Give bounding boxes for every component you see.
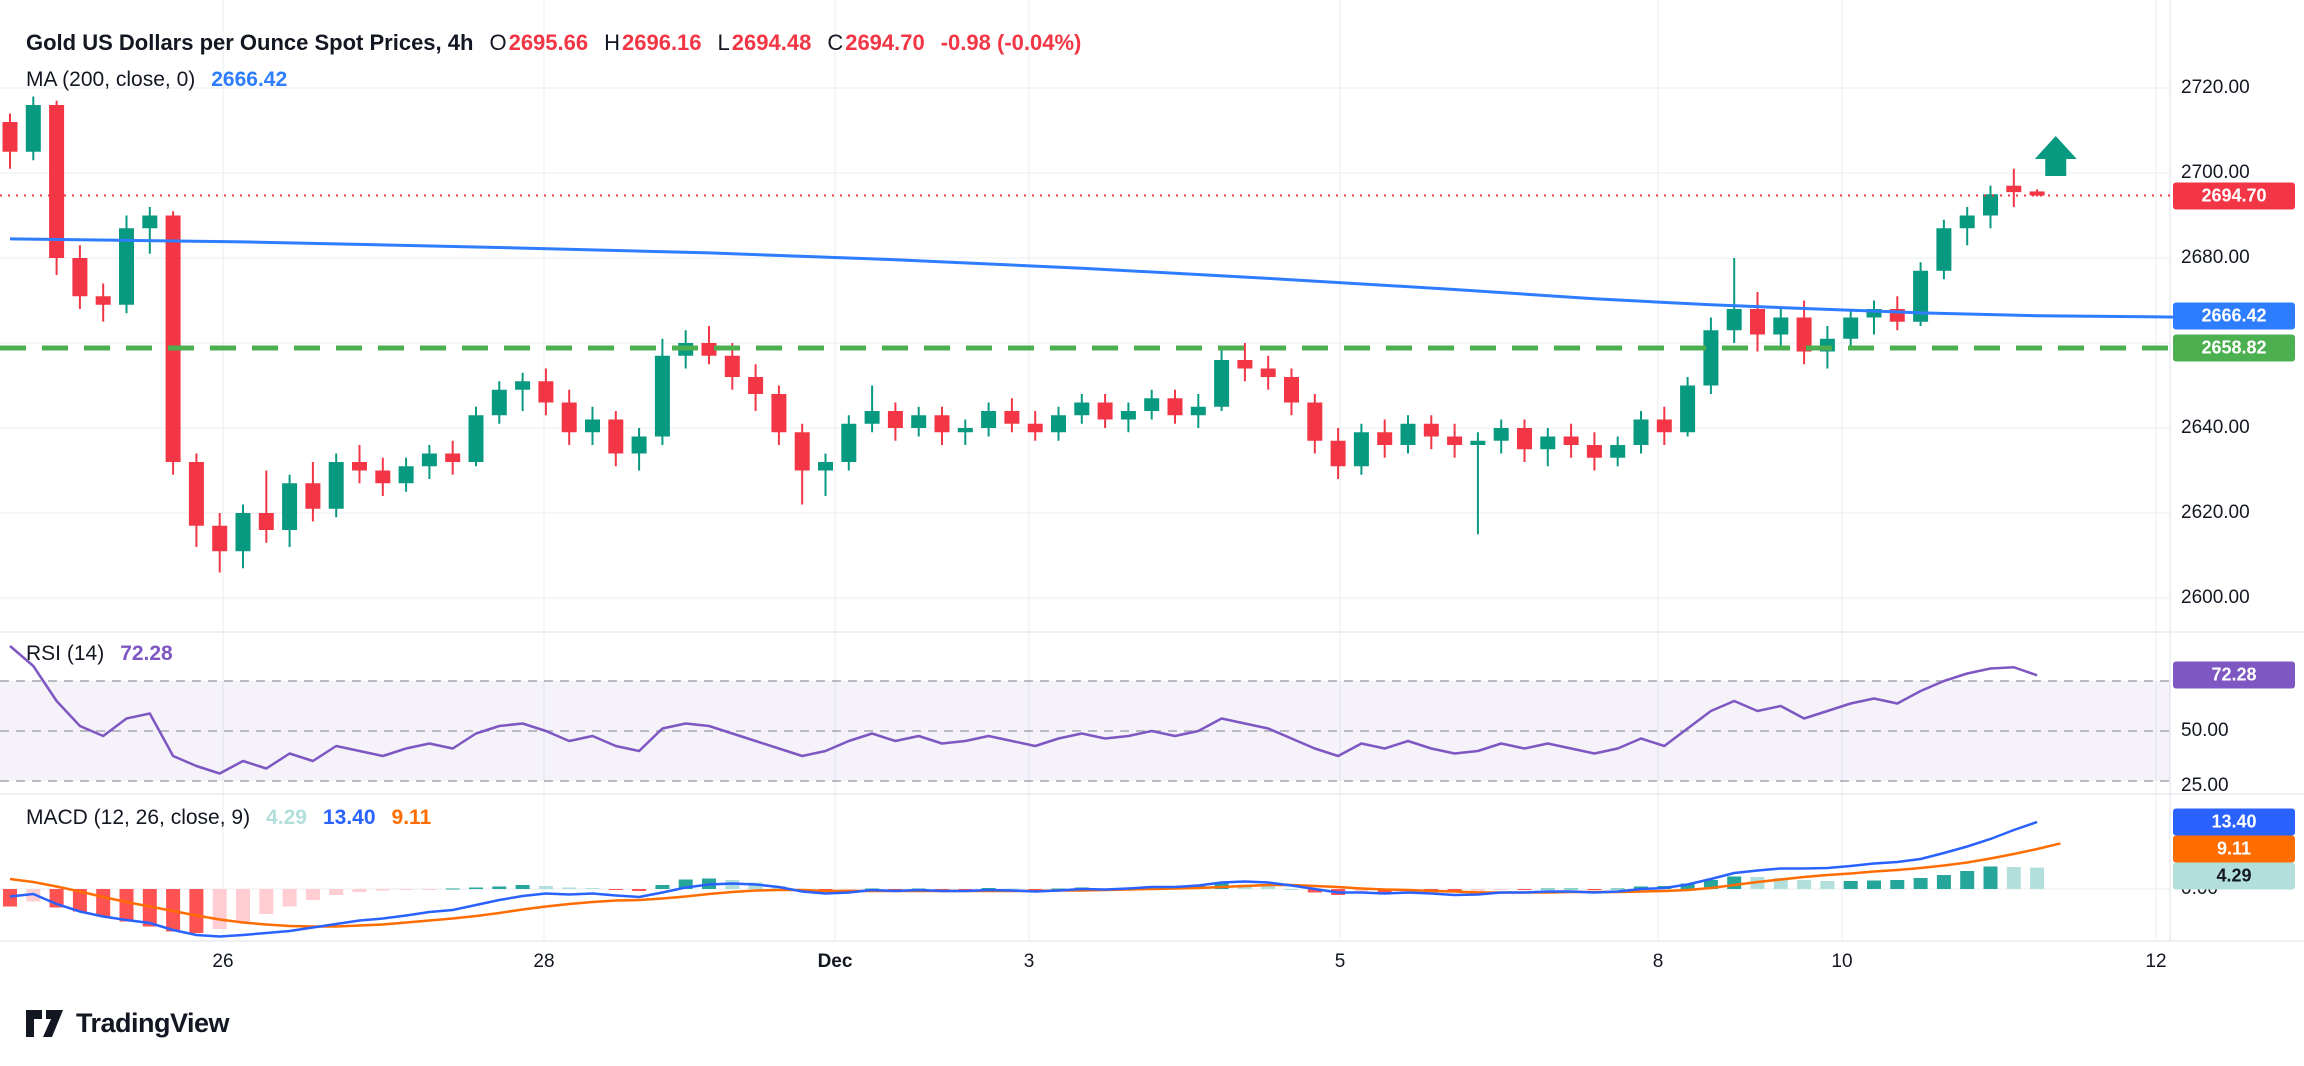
price-tick-label: 2620.00	[2181, 502, 2250, 523]
axis-price-badge: 9.11	[2173, 835, 2295, 863]
close-value-pair: C 2694.70	[827, 30, 924, 56]
price-tick-label: 2680.00	[2181, 247, 2250, 268]
high-value: 2696.16	[622, 30, 702, 55]
time-tick-label: 12	[2145, 951, 2167, 972]
axis-price-badge: 2666.42	[2173, 302, 2295, 330]
rsi-legend[interactable]: RSI (14) 72.28	[26, 642, 173, 666]
close-value: 2694.70	[845, 30, 925, 55]
price-tick-label: 2600.00	[2181, 587, 2250, 608]
macd-label: MACD (12, 26, close, 9)	[26, 806, 251, 829]
ma-label: MA (200, close, 0)	[26, 68, 196, 91]
price-tick-label: 2720.00	[2181, 77, 2250, 98]
axis-price-badge: 13.40	[2173, 808, 2295, 836]
time-tick-label: 10	[1831, 951, 1853, 972]
time-axis[interactable]: 26 28 Dec 3 5 8 10 12	[0, 941, 2304, 987]
time-tick-label: 5	[1334, 951, 1346, 972]
macd-line[interactable]	[9, 820, 2038, 938]
up-arrow-marker[interactable]	[2034, 136, 2077, 177]
macd-line-value: 13.40	[322, 806, 376, 829]
rsi-line[interactable]	[9, 645, 2038, 775]
open-value-pair: O 2695.66	[489, 30, 588, 56]
macd-signal-value: 9.11	[391, 806, 432, 829]
ma-legend[interactable]: MA (200, close, 0) 2666.42	[26, 68, 287, 92]
tradingview-logo[interactable]: TradingView	[26, 1008, 230, 1039]
axis-price-badge: 72.28	[2173, 661, 2295, 689]
panel-separators	[0, 0, 2304, 942]
ma-value: 2666.42	[211, 68, 288, 91]
symbol-title: Gold US Dollars per Ounce Spot Prices, 4…	[26, 30, 474, 55]
macd-histogram	[3, 866, 2045, 933]
macd-hist-value: 4.29	[266, 806, 307, 829]
time-tick-label: 28	[533, 951, 555, 972]
ma200-line[interactable]	[9, 237, 2177, 319]
high-label: H	[604, 30, 620, 55]
axis-price-badge: 2694.70	[2173, 182, 2295, 210]
low-label: L	[717, 30, 730, 55]
price-tick-label: 2700.00	[2181, 162, 2250, 183]
change-value: -0.98 (-0.04%)	[940, 30, 1082, 55]
axis-price-badge: 2658.82	[2173, 334, 2295, 362]
rsi-tick-label: 50.00	[2181, 720, 2229, 741]
open-label: O	[489, 30, 507, 55]
rsi-label: RSI (14)	[26, 642, 105, 665]
rsi-band	[0, 680, 2170, 782]
candlestick-series	[2, 96, 2045, 573]
time-tick-label: 3	[1023, 951, 1035, 972]
time-tick-label: 8	[1652, 951, 1664, 972]
time-tick-label: 26	[212, 951, 234, 972]
price-axis[interactable]: 2720.00 2700.00 2680.00 2640.00 2620.00 2600.…	[2170, 0, 2304, 941]
macd-legend[interactable]: MACD (12, 26, close, 9) 4.29 13.40 9.11	[26, 806, 431, 830]
tradingview-logo-icon	[26, 1010, 63, 1037]
tradingview-logo-text: TradingView	[76, 1008, 230, 1038]
close-label: C	[827, 30, 844, 55]
gridlines	[0, 0, 2170, 941]
rsi-tick-label: 25.00	[2181, 775, 2229, 796]
symbol-legend[interactable]: Gold US Dollars per Ounce Spot Prices, 4…	[26, 30, 1081, 56]
axis-price-badge: 4.29	[2173, 862, 2295, 890]
price-tick-label: 2640.00	[2181, 417, 2250, 438]
low-value: 2694.48	[731, 30, 812, 55]
high-value-pair: H 2696.16	[604, 30, 701, 56]
open-value: 2695.66	[508, 30, 589, 55]
time-tick-label: Dec	[817, 951, 853, 972]
low-value-pair: L 2694.48	[718, 30, 812, 56]
rsi-value: 72.28	[120, 642, 173, 665]
